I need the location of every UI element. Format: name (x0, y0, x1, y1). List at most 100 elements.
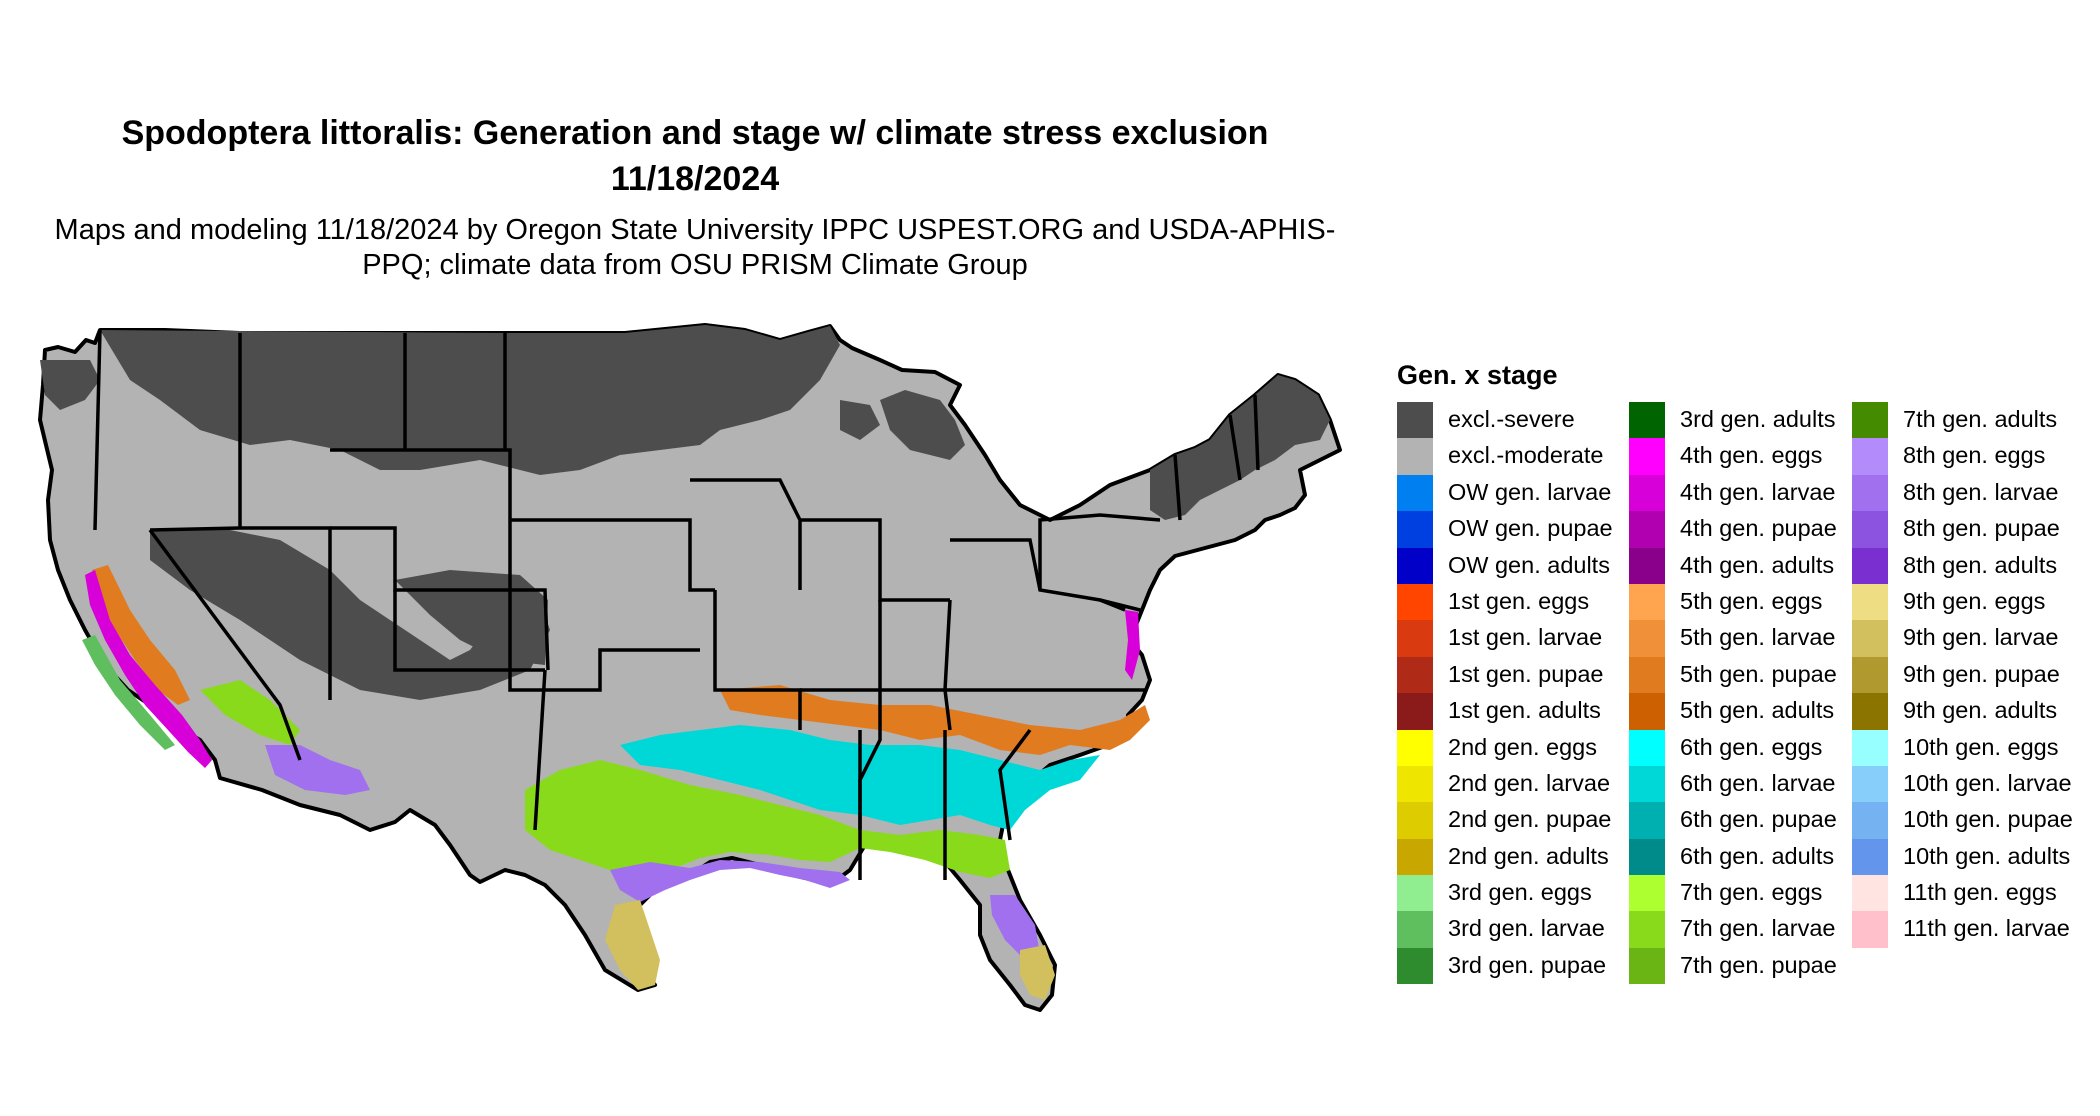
legend-swatch (1629, 875, 1665, 912)
legend-label: 4th gen. eggs (1680, 442, 1823, 469)
legend-swatch (1852, 656, 1888, 694)
legend-swatch (1629, 802, 1665, 839)
legend-swatch (1397, 729, 1433, 766)
legend-label: 8th gen. adults (1903, 551, 2058, 578)
ca-orange-band (92, 565, 190, 705)
us-generation-map (38, 323, 1342, 1012)
legend-label: 10th gen. pupae (1903, 806, 2073, 833)
south-texas-tan (605, 900, 660, 990)
legend-label: 9th gen. larvae (1903, 624, 2059, 651)
legend-swatch (1397, 438, 1433, 475)
legend-swatch (1629, 583, 1665, 621)
gulf-purple-band (610, 860, 850, 902)
legend-swatch (1852, 802, 1888, 839)
legend-swatch (1852, 547, 1888, 584)
legend-swatch (1397, 474, 1433, 512)
legend-swatch (1629, 474, 1665, 512)
legend-label: 3rd gen. larvae (1448, 915, 1605, 942)
legend-label: 11th gen. larvae (1903, 915, 2070, 942)
legend-label: 4th gen. larvae (1680, 478, 1836, 505)
map-title: Spodoptera littoralis: Generation and st… (121, 114, 1269, 198)
legend-swatch (1397, 911, 1433, 948)
legend-label: 10th gen. eggs (1903, 733, 2059, 760)
legend-swatch (1397, 656, 1433, 694)
legend-swatch (1852, 583, 1888, 621)
legend-label: 1st gen. adults (1448, 697, 1601, 724)
legend-label: 7th gen. adults (1903, 406, 2058, 432)
legend-swatch (1629, 693, 1665, 730)
legend-label: 2nd gen. pupae (1448, 806, 1612, 833)
legend-swatch (1852, 402, 1888, 439)
legend-swatch (1397, 947, 1433, 985)
legend-label: 9th gen. eggs (1903, 587, 2046, 614)
legend-swatch (1397, 693, 1433, 730)
legend-swatch (1397, 547, 1433, 584)
legend-swatch (1629, 656, 1665, 694)
legend-swatch (1629, 620, 1665, 657)
legend-swatch (1852, 729, 1888, 766)
legend-swatch (1852, 620, 1888, 657)
legend-label: 6th gen. larvae (1680, 769, 1836, 796)
sw-purple-band (265, 745, 370, 795)
legend-label: 7th gen. pupae (1680, 951, 1837, 978)
legend-label: OW gen. pupae (1448, 515, 1613, 542)
legend-label: 4th gen. pupae (1680, 515, 1837, 542)
legend-swatch (1629, 911, 1665, 948)
legend-swatch (1397, 802, 1433, 839)
legend-label: 9th gen. pupae (1903, 660, 2060, 687)
legend-label: 7th gen. eggs (1680, 879, 1823, 906)
legend-label: 11th gen. eggs (1903, 879, 2057, 906)
legend-swatch (1397, 875, 1433, 912)
legend-swatch (1397, 838, 1433, 876)
legend-swatch (1629, 838, 1665, 876)
legend-title: Gen. x stage (1397, 360, 1558, 390)
legend-swatch (1852, 765, 1888, 803)
legend-swatch (1397, 620, 1433, 657)
legend-swatch (1852, 474, 1888, 512)
legend-label: excl.-moderate (1448, 442, 1604, 469)
legend-label: 1st gen. larvae (1448, 624, 1603, 651)
severe-exclusion-zones (40, 325, 1330, 700)
south-orange-band (720, 685, 1150, 755)
east-coast-magenta (1125, 610, 1140, 680)
legend-label: OW gen. larvae (1448, 478, 1612, 505)
legend-swatch (1629, 765, 1665, 803)
legend-label: OW gen. adults (1448, 551, 1610, 578)
ca-magenta-band (85, 570, 212, 768)
legend-swatch (1629, 438, 1665, 475)
legend-swatch (1852, 838, 1888, 876)
legend-label: 9th gen. adults (1903, 697, 2058, 724)
legend-swatch (1852, 911, 1888, 948)
legend-label: 2nd gen. adults (1448, 842, 1609, 869)
legend-swatch (1397, 765, 1433, 803)
legend-label: 3rd gen. eggs (1448, 879, 1592, 906)
legend-swatch (1397, 402, 1433, 439)
legend-swatch (1397, 511, 1433, 548)
sw-green-band (200, 680, 300, 745)
legend-swatch (1629, 402, 1665, 439)
texas-green-band (525, 760, 1010, 880)
legend-label: 8th gen. larvae (1903, 478, 2059, 505)
legend-label: excl.-severe (1448, 406, 1575, 432)
legend-label: 5th gen. larvae (1680, 624, 1836, 651)
legend-label: 7th gen. larvae (1680, 915, 1836, 942)
legend-label: 2nd gen. larvae (1448, 769, 1611, 796)
legend-swatch (1629, 947, 1665, 985)
legend-label: 2nd gen. eggs (1448, 733, 1597, 760)
state-boundaries (93, 329, 1260, 880)
legend-swatch (1629, 511, 1665, 548)
legend-swatch (1852, 511, 1888, 548)
ca-green-band (82, 635, 175, 750)
legend-label: 3rd gen. adults (1680, 406, 1836, 432)
legend-label: 10th gen. larvae (1903, 769, 2072, 796)
legend-swatch (1629, 729, 1665, 766)
legend-label: 10th gen. adults (1903, 842, 2071, 869)
florida-tan (1020, 945, 1055, 1000)
legend-swatch (1852, 438, 1888, 475)
legend-label: 6th gen. pupae (1680, 806, 1837, 833)
legend-swatch (1397, 583, 1433, 621)
legend-label: 5th gen. eggs (1680, 587, 1823, 614)
legend-label: 1st gen. eggs (1448, 587, 1590, 614)
legend-label: 8th gen. pupae (1903, 515, 2060, 542)
legend-label: 4th gen. adults (1680, 551, 1835, 578)
